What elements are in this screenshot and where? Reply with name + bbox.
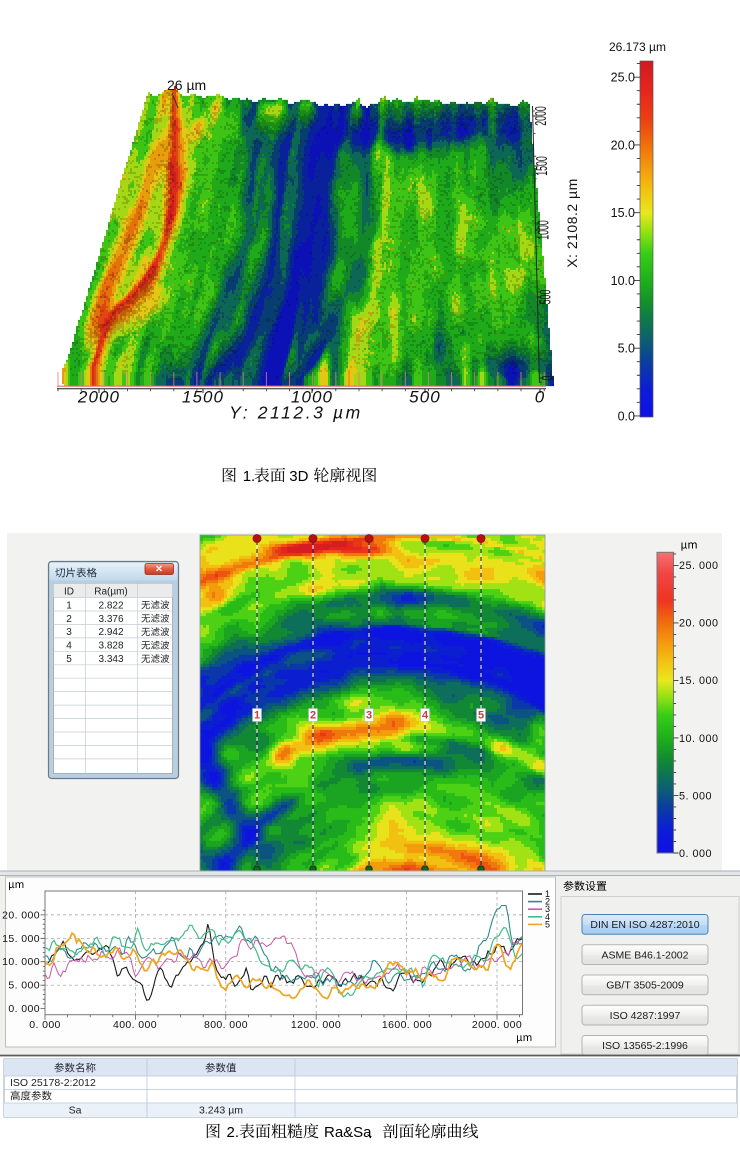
svg-text:3: 3 (366, 710, 372, 722)
svg-text:10. 000: 10. 000 (2, 956, 40, 968)
svg-text:1: 1 (254, 710, 260, 722)
svg-text:2: 2 (66, 614, 72, 625)
svg-text:5. 000: 5. 000 (8, 980, 40, 992)
svg-text:ISO 4287:1997: ISO 4287:1997 (610, 1010, 681, 1022)
svg-text:15.0: 15.0 (611, 206, 635, 220)
svg-text:1: 1 (545, 889, 550, 899)
svg-text:3: 3 (545, 904, 550, 914)
svg-text:0. 000: 0. 000 (29, 1019, 61, 1031)
svg-text:ISO 13565-2:1996: ISO 13565-2:1996 (602, 1040, 688, 1052)
svg-text:400. 000: 400. 000 (113, 1019, 157, 1031)
svg-text:5.0: 5.0 (618, 342, 635, 356)
svg-text:25. 000: 25. 000 (679, 560, 719, 572)
svg-text:0: 0 (538, 376, 557, 381)
svg-text:ID: ID (64, 587, 74, 598)
svg-text:GB/T 3505-2009: GB/T 3505-2009 (606, 980, 684, 992)
svg-text:5: 5 (66, 654, 72, 665)
svg-text:2000: 2000 (531, 106, 550, 126)
svg-text:10.0: 10.0 (611, 274, 635, 288)
svg-text:26 µm: 26 µm (167, 77, 206, 93)
svg-text:15. 000: 15. 000 (679, 675, 719, 687)
svg-text:2: 2 (310, 710, 316, 722)
svg-text:3: 3 (66, 627, 72, 638)
svg-text:Ra(µm): Ra(µm) (94, 587, 128, 598)
svg-text:2000. 000: 2000. 000 (472, 1019, 522, 1031)
svg-text:1500: 1500 (532, 156, 551, 176)
svg-text:5. 000: 5. 000 (679, 790, 712, 802)
svg-text:10. 000: 10. 000 (679, 733, 719, 745)
svg-text:1.: 1. (243, 468, 256, 485)
svg-text:0.0: 0.0 (618, 409, 635, 423)
svg-text:DIN EN ISO 4287:2010: DIN EN ISO 4287:2010 (590, 919, 699, 931)
svg-text:500: 500 (409, 388, 441, 407)
svg-text:ISO 25178-2:2012: ISO 25178-2:2012 (10, 1077, 96, 1089)
svg-text:26.173 µm: 26.173 µm (609, 40, 666, 54)
svg-text:X: 2108.2 µm: X: 2108.2 µm (564, 178, 580, 268)
svg-text:3D: 3D (289, 468, 308, 485)
svg-text:800. 000: 800. 000 (204, 1019, 248, 1031)
svg-text:3.343: 3.343 (98, 654, 123, 665)
svg-text:1000: 1000 (534, 220, 553, 240)
svg-text:1000: 1000 (291, 388, 333, 407)
svg-text:1200. 000: 1200. 000 (291, 1019, 341, 1031)
svg-text:2: 2 (545, 897, 550, 907)
svg-text:20. 000: 20. 000 (679, 618, 719, 630)
svg-text:1600. 000: 1600. 000 (382, 1019, 432, 1031)
svg-text:5: 5 (478, 710, 484, 722)
svg-text:Y: 2112.3 µm: Y: 2112.3 µm (229, 403, 363, 423)
svg-text:0. 000: 0. 000 (679, 848, 712, 860)
svg-text:Ra&Sa: Ra&Sa (324, 1124, 372, 1141)
svg-text:4: 4 (422, 710, 429, 722)
svg-text:500: 500 (535, 290, 554, 305)
svg-text:3.376: 3.376 (98, 614, 123, 625)
svg-text:0: 0 (535, 388, 546, 407)
svg-text:Sa: Sa (69, 1105, 82, 1117)
svg-text:3.243 µm: 3.243 µm (199, 1105, 243, 1117)
svg-text:4: 4 (545, 912, 550, 922)
svg-text:20.0: 20.0 (611, 138, 635, 152)
svg-text:2000: 2000 (77, 388, 120, 407)
svg-text:ASME B46.1-2002: ASME B46.1-2002 (602, 949, 689, 961)
svg-text:0. 000: 0. 000 (8, 1003, 40, 1015)
svg-text:4: 4 (66, 641, 72, 652)
svg-text:1500: 1500 (182, 388, 224, 407)
svg-text:5: 5 (545, 919, 550, 929)
svg-text:15. 000: 15. 000 (2, 933, 40, 945)
svg-text:2.: 2. (227, 1124, 240, 1141)
svg-text:25.0: 25.0 (611, 71, 635, 85)
svg-text:2.822: 2.822 (98, 600, 123, 611)
svg-text:20. 000: 20. 000 (2, 909, 40, 921)
svg-text:3.828: 3.828 (98, 641, 123, 652)
svg-text:2.942: 2.942 (98, 627, 123, 638)
svg-text:1: 1 (66, 600, 72, 611)
